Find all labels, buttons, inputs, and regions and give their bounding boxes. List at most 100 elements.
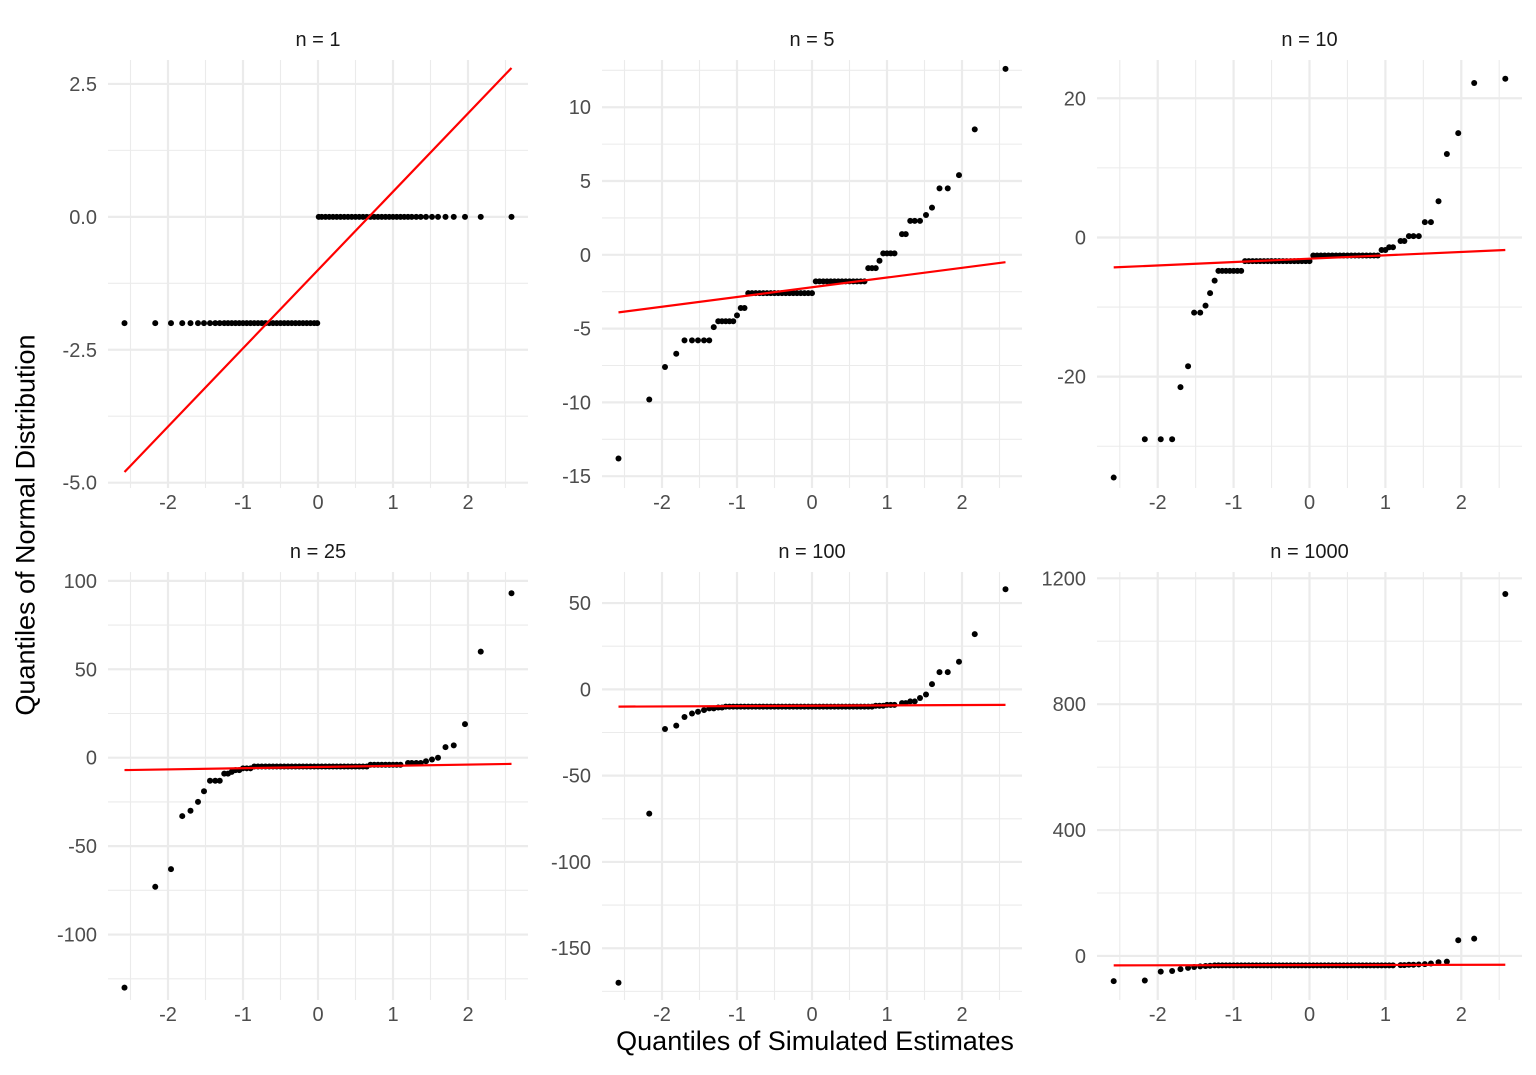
reference-line — [618, 703, 1006, 708]
data-point — [929, 681, 935, 688]
data-point — [646, 396, 653, 403]
data-point — [1002, 65, 1009, 72]
data-point — [1410, 233, 1417, 240]
data-point — [734, 312, 740, 319]
data-point — [429, 213, 435, 220]
data-point — [1471, 79, 1478, 86]
facet-title: n = 5 — [789, 29, 834, 51]
data-point — [187, 320, 194, 327]
data-point — [435, 754, 441, 761]
panel-5: -2 -1 0 1 2 -150 -100 -50 0 50 n = 100 — [551, 541, 1022, 1026]
data-point — [695, 337, 701, 344]
x-tick-label: 0 — [312, 1004, 323, 1026]
data-point — [1002, 586, 1009, 593]
x-tick-label: 0 — [1304, 492, 1315, 514]
data-point — [462, 213, 468, 220]
y-tick-label: 0.0 — [69, 207, 97, 229]
data-point — [417, 213, 424, 220]
data-point — [442, 213, 449, 220]
data-point — [1427, 219, 1434, 226]
panel-4: -2 -1 0 1 2 -100 -50 0 50 100 n = 25 — [57, 541, 528, 1026]
panel-6: -2 -1 0 1 2 0 400 800 1200 n = 1000 — [1042, 541, 1522, 1026]
data-point — [929, 204, 935, 211]
data-point — [701, 337, 707, 344]
data-point — [212, 320, 219, 327]
data-point — [168, 320, 174, 327]
y-tick-label: 0 — [1075, 227, 1086, 249]
data-point — [442, 744, 449, 751]
data-point — [201, 320, 207, 327]
y-tick-label: 5 — [580, 171, 591, 193]
data-point — [1415, 233, 1422, 240]
data-point — [911, 698, 918, 705]
data-point — [179, 320, 186, 327]
facet-title: n = 1000 — [1270, 541, 1348, 563]
facet-title: n = 100 — [778, 541, 845, 563]
panel-1: -2 -1 0 1 2 -5.0 -2.5 0.0 2.5 n = 1 — [63, 29, 528, 514]
data-point — [646, 810, 653, 817]
x-tick-label: -2 — [159, 492, 177, 514]
data-point — [907, 698, 914, 705]
facet-title: n = 10 — [1281, 29, 1337, 51]
data-point — [435, 213, 441, 220]
data-point — [408, 213, 415, 220]
x-tick-label: 1 — [881, 492, 892, 514]
data-point — [1185, 363, 1192, 370]
data-point — [413, 213, 420, 220]
data-point — [689, 337, 695, 344]
x-tick-label: -1 — [234, 492, 252, 514]
y-tick-label: -50 — [68, 836, 97, 858]
data-point — [1169, 968, 1176, 975]
data-point — [195, 320, 201, 327]
y-tick-label: -5 — [573, 319, 591, 341]
data-point — [917, 694, 923, 701]
data-point — [1405, 233, 1412, 240]
x-tick-label: -1 — [728, 1004, 746, 1026]
data-point — [1110, 978, 1117, 985]
data-point — [201, 788, 207, 795]
data-point — [1435, 198, 1442, 205]
data-point — [615, 455, 622, 462]
data-point — [1207, 290, 1214, 297]
data-point — [1421, 219, 1428, 226]
data-point — [508, 590, 515, 597]
y-tick-label: -100 — [551, 852, 591, 874]
y-tick-label: 20 — [1064, 88, 1086, 110]
data-point — [477, 648, 484, 655]
data-point — [1197, 309, 1204, 316]
data-point — [701, 707, 707, 714]
data-point — [971, 126, 978, 133]
x-tick-label: -2 — [1149, 1004, 1167, 1026]
data-point — [730, 318, 737, 325]
data-point — [872, 265, 879, 272]
data-point — [911, 217, 918, 224]
data-point — [1435, 959, 1442, 966]
x-tick-label: -2 — [653, 1004, 671, 1026]
y-tick-label: 1200 — [1042, 568, 1087, 590]
data-point — [1455, 937, 1462, 944]
data-point — [187, 807, 194, 814]
data-point — [1238, 267, 1245, 274]
data-point — [1141, 436, 1148, 443]
reference-line — [1113, 963, 1506, 967]
reference-line — [124, 762, 512, 772]
data-point — [923, 691, 929, 698]
data-point — [907, 217, 914, 224]
x-axis-label: Quantiles of Simulated Estimates — [616, 1026, 1014, 1056]
data-point — [1502, 75, 1509, 82]
data-point — [462, 721, 468, 728]
y-tick-label: -100 — [57, 925, 97, 947]
data-point — [809, 290, 815, 297]
x-tick-label: 1 — [881, 1004, 892, 1026]
y-tick-label: -5.0 — [63, 473, 97, 495]
data-point — [1389, 244, 1396, 251]
data-point — [1471, 935, 1478, 942]
data-point — [615, 979, 622, 986]
data-point — [423, 758, 429, 765]
x-tick-label: 0 — [312, 492, 323, 514]
data-point — [891, 250, 898, 257]
reference-line — [1113, 248, 1506, 269]
data-point — [944, 185, 951, 192]
y-tick-label: -15 — [562, 466, 591, 488]
